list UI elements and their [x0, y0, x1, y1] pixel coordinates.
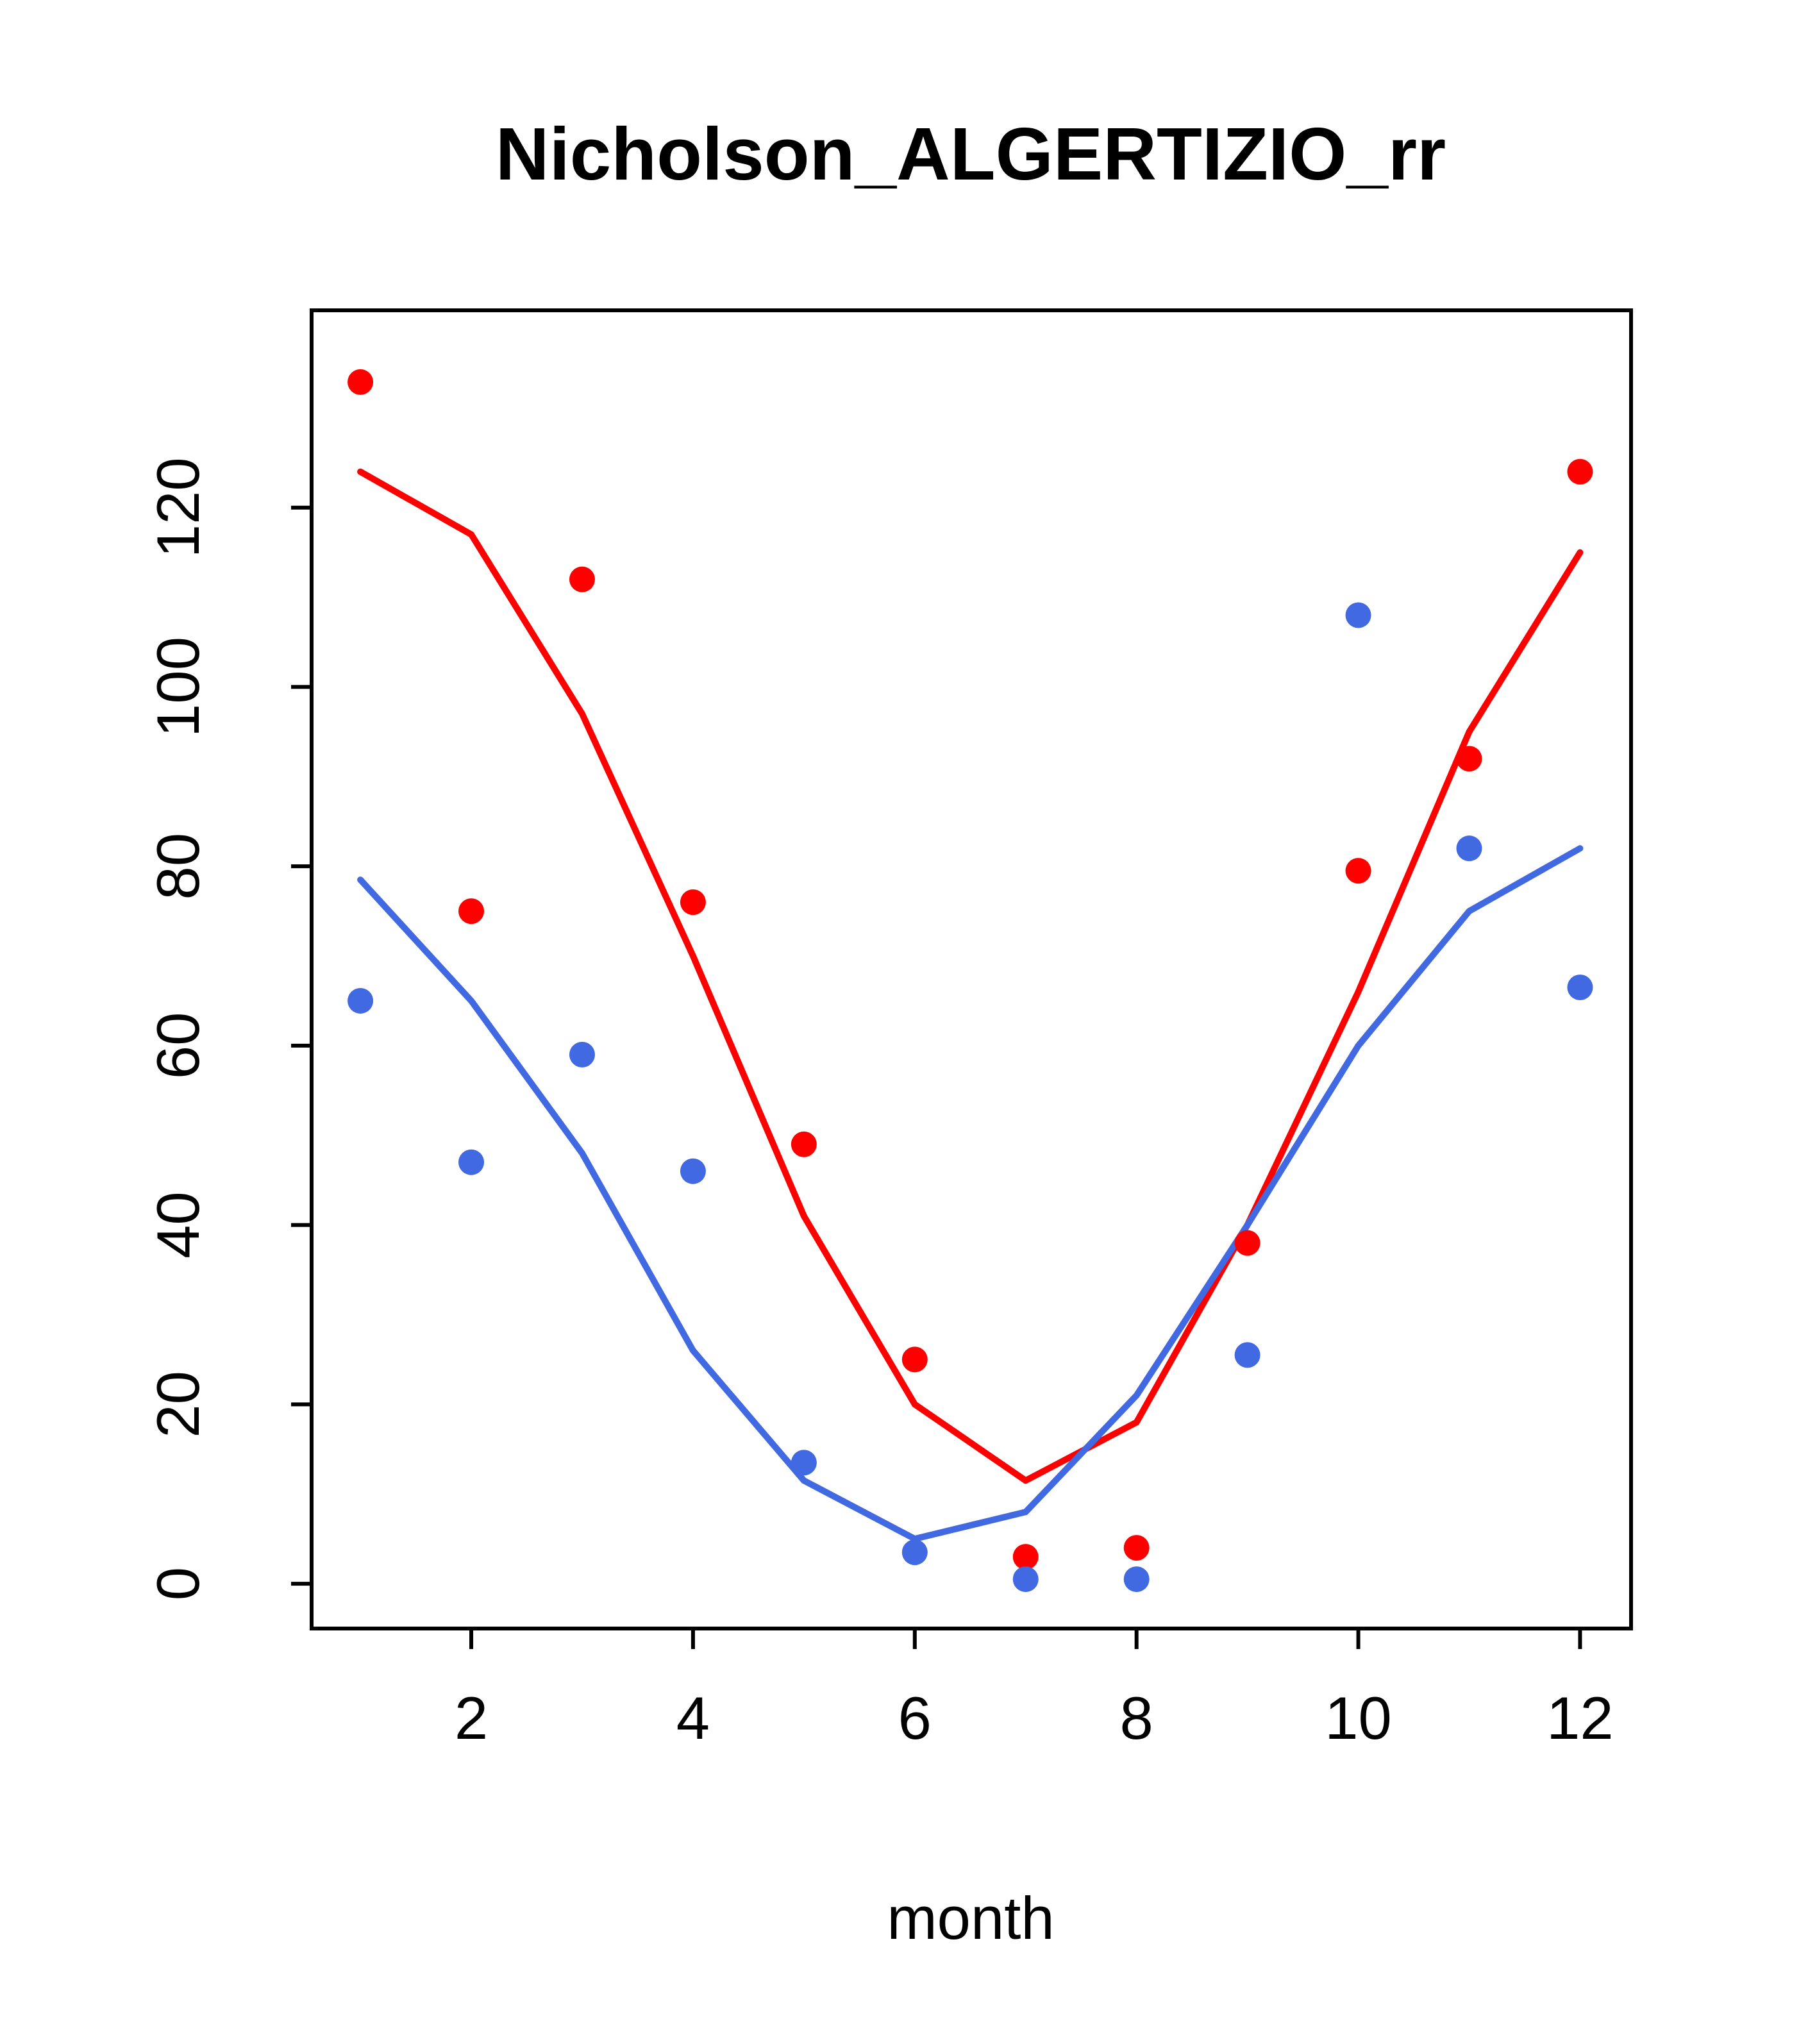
blue-scatter-point — [1456, 835, 1482, 862]
y-tick-label: 20 — [144, 1371, 212, 1438]
red-scatter-point — [1234, 1230, 1260, 1256]
blue-scatter-point — [1123, 1566, 1150, 1593]
y-tick-label: 40 — [144, 1191, 212, 1259]
red-scatter-point — [458, 898, 485, 925]
blue-scatter-point — [458, 1149, 485, 1175]
x-tick-label: 12 — [1546, 1684, 1614, 1752]
blue-scatter-point — [569, 1041, 595, 1068]
red-scatter-point — [347, 369, 374, 395]
x-tick-label: 2 — [455, 1684, 488, 1752]
blue-scatter-point — [1345, 602, 1371, 628]
blue-trend-line — [357, 845, 1584, 1543]
blue-scatter-point — [1234, 1342, 1260, 1368]
x-axis-label: month — [887, 1884, 1054, 1952]
x-tick-label: 8 — [1120, 1684, 1153, 1752]
x-tick-label: 6 — [898, 1684, 932, 1752]
x-tick-label: 10 — [1325, 1684, 1392, 1752]
blue-scatter-point — [1567, 974, 1593, 1000]
y-tick-label: 80 — [144, 833, 212, 900]
red-scatter-point — [680, 889, 706, 916]
blue-scatter-point — [347, 987, 374, 1014]
plot-border — [310, 308, 1633, 1630]
red-scatter-point — [1456, 746, 1482, 772]
chart-title: Nicholson_ALGERTIZIO_rr — [496, 112, 1446, 196]
y-tick-label: 100 — [144, 637, 212, 737]
red-scatter-point — [1567, 458, 1593, 485]
red-scatter-point — [1012, 1544, 1039, 1570]
red-scatter-point — [901, 1346, 928, 1373]
x-tick-label: 4 — [676, 1684, 710, 1752]
blue-scatter-point — [791, 1450, 817, 1476]
red-trend-line — [357, 468, 1584, 1484]
blue-scatter-point — [1012, 1566, 1039, 1593]
y-tick-label: 120 — [144, 457, 212, 558]
red-scatter-point — [1123, 1535, 1150, 1561]
red-scatter-point — [1345, 858, 1371, 884]
red-scatter-point — [569, 566, 595, 592]
red-scatter-point — [791, 1131, 817, 1157]
y-tick-label: 60 — [144, 1012, 212, 1080]
blue-scatter-point — [680, 1158, 706, 1184]
blue-scatter-point — [901, 1539, 928, 1566]
y-tick-label: 0 — [144, 1567, 212, 1600]
